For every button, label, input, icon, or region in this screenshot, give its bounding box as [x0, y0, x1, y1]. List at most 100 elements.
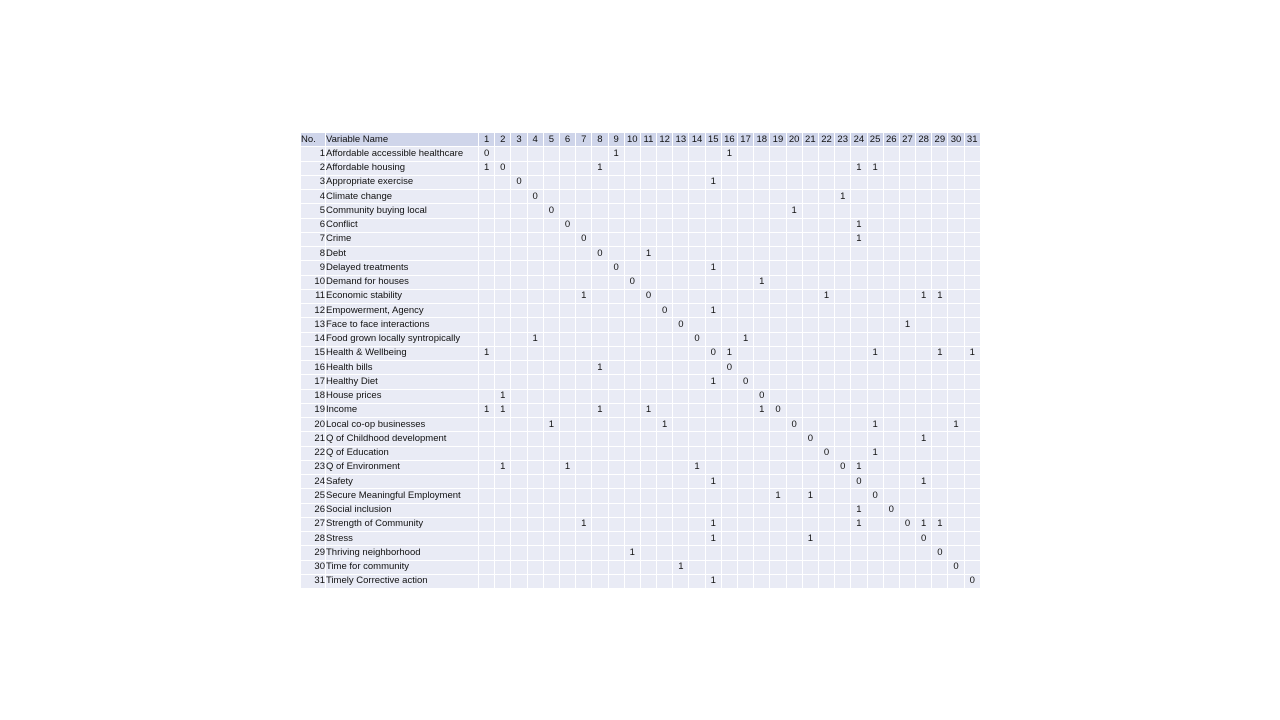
matrix-cell [510, 331, 528, 347]
matrix-cell [817, 231, 836, 248]
matrix-cell: 0 [947, 559, 965, 575]
matrix-cell [542, 331, 560, 347]
matrix-cell [510, 374, 528, 390]
matrix-cell [477, 416, 496, 433]
matrix-cell [672, 431, 690, 447]
variable-name: Affordable accessible healthcare [325, 146, 479, 162]
matrix-cell [688, 203, 706, 219]
matrix-cell: 1 [785, 203, 803, 219]
matrix-cell [866, 459, 884, 476]
matrix-cell [526, 445, 544, 461]
matrix-cell [785, 359, 803, 376]
matrix-cell [688, 217, 706, 233]
matrix-cell [736, 459, 755, 476]
matrix-cell [688, 245, 706, 262]
matrix-cell [834, 174, 852, 191]
matrix-cell [623, 245, 641, 262]
matrix-cell [623, 302, 641, 319]
matrix-cell [542, 402, 560, 419]
matrix-cell [494, 203, 512, 219]
matrix-cell [898, 203, 917, 219]
matrix-cell [915, 445, 933, 461]
matrix-cell [882, 488, 900, 504]
matrix-cell [704, 416, 722, 433]
matrix-cell [639, 473, 658, 490]
matrix-cell [963, 488, 981, 504]
matrix-cell [898, 302, 917, 319]
matrix-cell [850, 431, 868, 447]
matrix-cell [526, 473, 544, 490]
matrix-cell [850, 146, 868, 162]
matrix-cell [704, 445, 722, 461]
matrix-cell [866, 274, 884, 290]
table-row: 13 Face to face interactions 0 1 [300, 317, 981, 333]
matrix-cell [688, 473, 706, 490]
matrix-cell [882, 573, 900, 590]
table-row: 6 Conflict 0 1 [300, 217, 981, 233]
row-number: 1 [300, 146, 326, 162]
matrix-cell [558, 288, 577, 305]
matrix-cell [494, 188, 512, 205]
table-row: 23 Q of Environment 1 1 1 0 1 [300, 459, 981, 476]
matrix-cell [817, 345, 836, 362]
matrix-cell [947, 188, 965, 205]
matrix-cell [575, 530, 593, 547]
matrix-cell [931, 431, 949, 447]
matrix-cell [963, 359, 981, 376]
matrix-cell [947, 431, 965, 447]
matrix-cell [785, 245, 803, 262]
matrix-cell [898, 431, 917, 447]
matrix-cell [769, 573, 787, 590]
matrix-cell [494, 488, 512, 504]
matrix-cell [785, 345, 803, 362]
matrix-cell [672, 345, 690, 362]
matrix-cell [882, 473, 900, 490]
matrix-cell [526, 545, 544, 561]
matrix-cell [769, 188, 787, 205]
matrix-cell [769, 245, 787, 262]
matrix-cell [850, 374, 868, 390]
matrix-cell [477, 473, 496, 490]
matrix-cell [753, 445, 771, 461]
matrix-cell [575, 317, 593, 333]
matrix-cell [704, 559, 722, 575]
matrix-cell [850, 274, 868, 290]
matrix-cell: 1 [477, 402, 496, 419]
matrix-cell [947, 331, 965, 347]
matrix-cell [963, 530, 981, 547]
matrix-cell [850, 245, 868, 262]
matrix-cell [963, 274, 981, 290]
matrix-cell [494, 146, 512, 162]
matrix-cell: 1 [931, 345, 949, 362]
matrix-cell [591, 559, 609, 575]
matrix-cell [510, 445, 528, 461]
matrix-cell [834, 146, 852, 162]
matrix-cell [834, 288, 852, 305]
matrix-cell: 1 [915, 288, 933, 305]
matrix-cell [866, 516, 884, 533]
matrix-cell [623, 416, 641, 433]
matrix-cell [947, 516, 965, 533]
matrix-cell [866, 573, 884, 590]
matrix-cell [882, 146, 900, 162]
matrix-cell [834, 416, 852, 433]
matrix-cell [801, 260, 819, 276]
matrix-cell [720, 174, 739, 191]
matrix-cell [526, 231, 544, 248]
matrix-cell [688, 146, 706, 162]
matrix-cell [947, 445, 965, 461]
matrix-cell [510, 431, 528, 447]
matrix-cell [947, 473, 965, 490]
matrix-cell [558, 388, 577, 404]
matrix-cell [656, 146, 674, 162]
table-row: 20 Local co-op businesses 1 1 0 1 1 [300, 416, 981, 433]
matrix-cell [882, 203, 900, 219]
matrix-cell [575, 359, 593, 376]
matrix-cell [785, 374, 803, 390]
matrix-cell [510, 459, 528, 476]
matrix-cell [931, 502, 949, 518]
matrix-cell [558, 545, 577, 561]
matrix-cell [526, 459, 544, 476]
row-number: 31 [300, 573, 326, 590]
matrix-cell [672, 488, 690, 504]
